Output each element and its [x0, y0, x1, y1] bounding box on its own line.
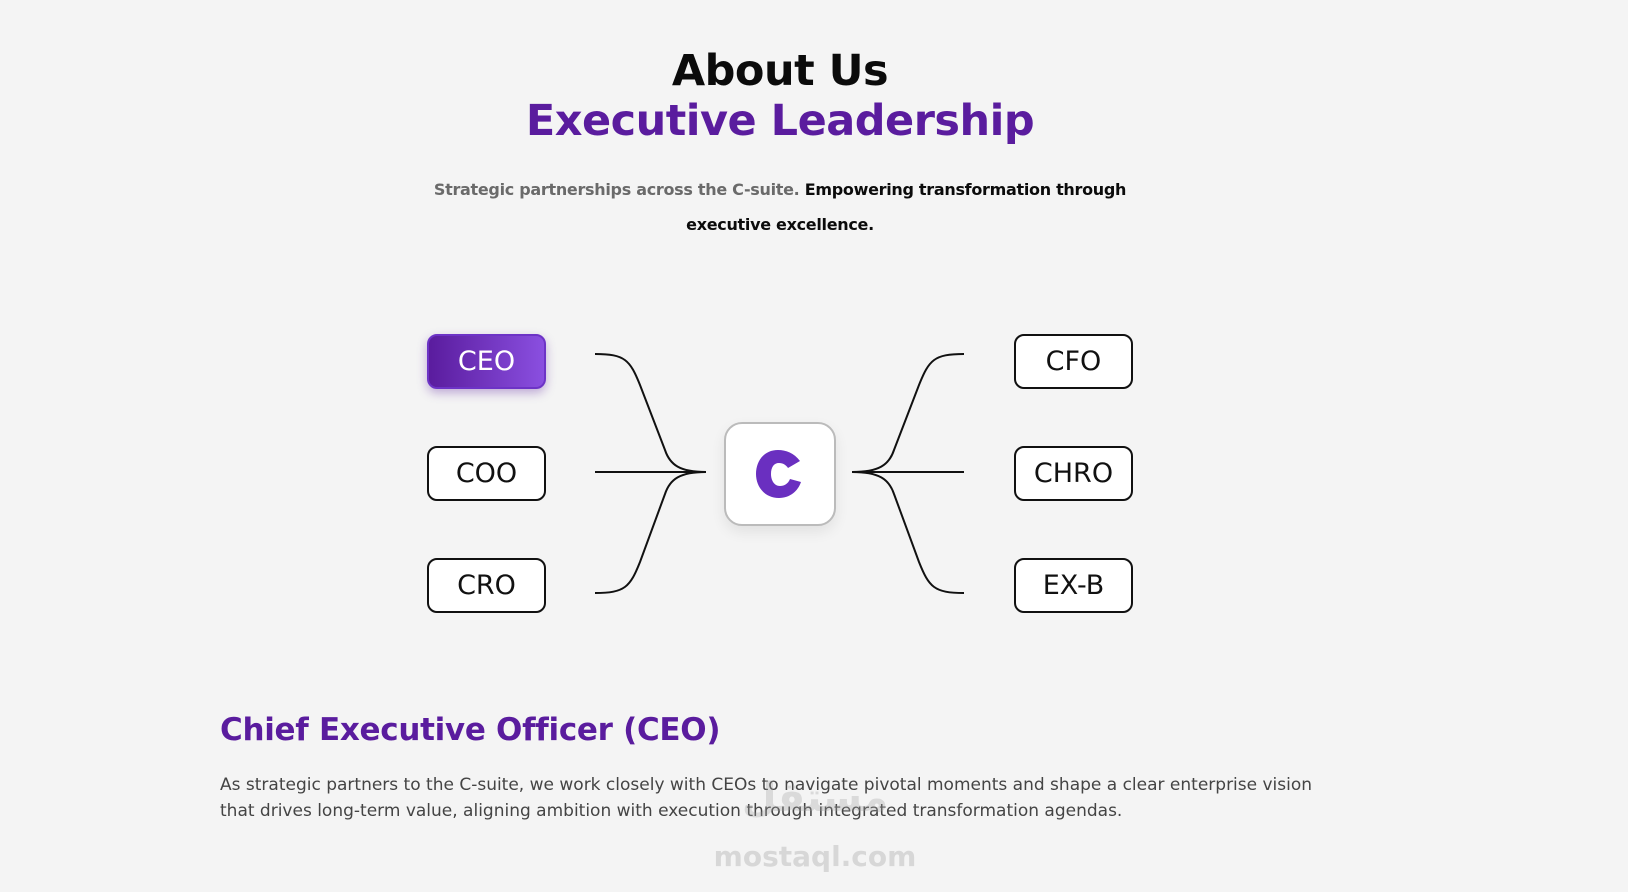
- node-button[interactable]: CFO: [1014, 334, 1133, 389]
- section-title: Executive Leadership: [525, 96, 1035, 146]
- node-button[interactable]: CEO: [427, 334, 546, 389]
- hub-logo: [724, 422, 836, 526]
- intro-muted: Strategic partnerships across the C-suit…: [433, 180, 800, 199]
- page-title: About Us: [671, 46, 889, 96]
- detail-text: As strategic partners to the C-suite, we…: [220, 775, 1313, 821]
- watermark: mostaql.com: [713, 840, 917, 873]
- intro: Strategic partnerships across the C-suit…: [430, 172, 1130, 242]
- connector: [594, 471, 707, 594]
- node-button[interactable]: CRO: [427, 558, 546, 613]
- node-button[interactable]: CHRO: [1014, 446, 1133, 501]
- detail-title: Chief Executive Officer (CEO): [220, 712, 721, 748]
- node-button[interactable]: COO: [427, 446, 546, 501]
- intro-strong: Empowering transformation through execut…: [686, 180, 1127, 234]
- logo-mark: [756, 450, 801, 498]
- node-button[interactable]: EX-B: [1014, 558, 1133, 613]
- connector: [851, 471, 965, 594]
- logo: [756, 450, 801, 498]
- connector: [851, 353, 965, 473]
- watermark: مستقل: [741, 775, 889, 821]
- connector: [594, 353, 707, 473]
